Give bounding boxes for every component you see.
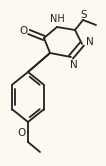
Text: N: N — [70, 60, 78, 70]
Text: O: O — [20, 26, 28, 36]
Text: O: O — [17, 128, 25, 138]
Text: S: S — [81, 10, 87, 20]
Text: N: N — [86, 37, 94, 47]
Text: NH: NH — [50, 14, 64, 24]
